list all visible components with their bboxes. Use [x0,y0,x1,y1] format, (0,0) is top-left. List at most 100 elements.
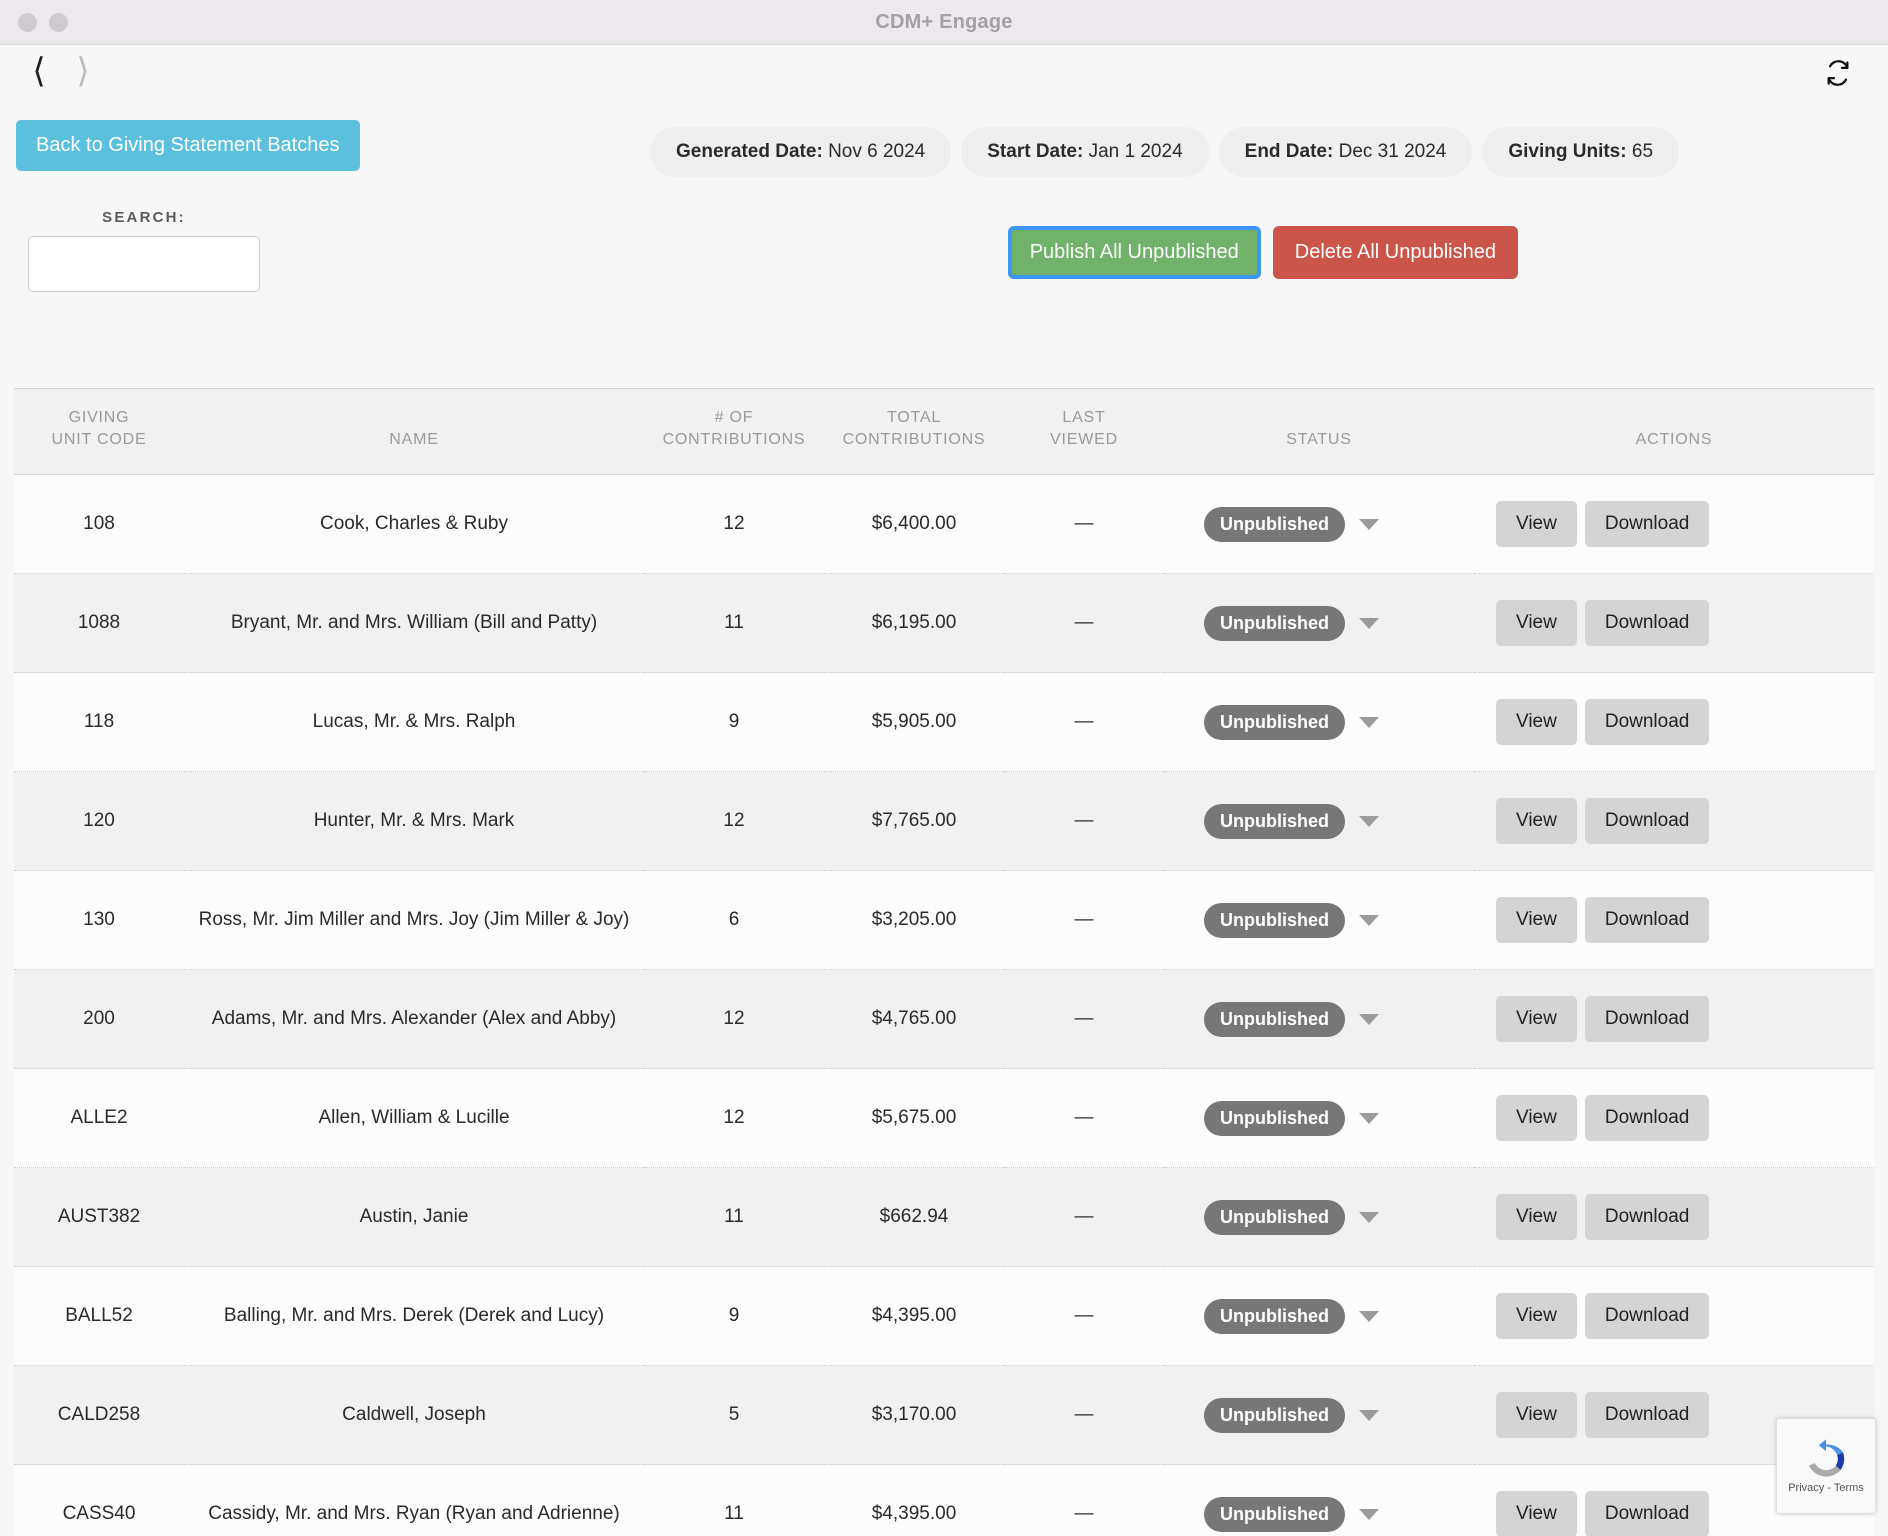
refresh-icon[interactable] [1818,53,1858,93]
table-row[interactable]: BALL52 Balling, Mr. and Mrs. Derek (Derek… [14,1266,1874,1367]
download-button[interactable]: Download [1584,699,1710,746]
column-header-total-contributions[interactable]: TOTAL CONTRIBUTIONS [824,389,1004,476]
column-header-giving-unit-code[interactable]: GIVING UNIT CODE [14,389,184,476]
cell-actions: View Download [1474,573,1874,674]
download-button[interactable]: Download [1584,600,1710,647]
view-button[interactable]: View [1496,996,1577,1043]
minimize-window-button[interactable] [49,12,68,32]
chevron-down-icon[interactable] [1359,617,1379,629]
cell-status: Unpublished [1164,771,1474,872]
cell-actions: View Download [1474,672,1874,773]
table-row[interactable]: 200 Adams, Mr. and Mrs. Alexander (Alex a… [14,969,1874,1070]
cell-total-contributions: $3,170.00 [824,1365,1004,1466]
batch-info-chips: Generated Date: Nov 6 2024 Start Date: J… [650,127,1680,177]
chip-generated-date-label: Generated Date: [676,141,823,162]
view-button[interactable]: View [1496,1491,1577,1536]
cell-num-contributions: 5 [644,1365,824,1466]
cell-actions: View Download [1474,474,1874,575]
table-row[interactable]: ALLE2 Allen, William & Lucille 12 $5,675.00… [14,1068,1874,1169]
chevron-down-icon[interactable] [1359,1112,1379,1124]
download-button[interactable]: Download [1584,1392,1710,1439]
nav-arrows: ⟨ ⟩ [22,51,100,91]
cell-status: Unpublished [1164,870,1474,971]
back-chevron-icon[interactable]: ⟨ [32,51,46,91]
cell-num-contributions: 11 [644,573,824,674]
view-button[interactable]: View [1496,1095,1577,1142]
browser-navbar: ⟨ ⟩ [0,45,1888,101]
chevron-down-icon[interactable] [1359,1013,1379,1025]
view-button[interactable]: View [1496,600,1577,647]
download-button[interactable]: Download [1584,1293,1710,1340]
cell-actions: View Download [1474,771,1874,872]
cell-name: Balling, Mr. and Mrs. Derek (Derek and L… [184,1266,644,1367]
chip-generated-date-value: Nov 6 2024 [828,141,926,162]
column-header-status[interactable]: STATUS [1164,389,1474,476]
status-badge: Unpublished [1204,1001,1345,1037]
download-button[interactable]: Download [1584,996,1710,1043]
close-window-button[interactable] [18,12,37,32]
back-to-batches-button[interactable]: Back to Giving Statement Batches [16,119,360,171]
cell-total-contributions: $7,765.00 [824,771,1004,872]
chip-giving-units-value: 65 [1631,141,1654,162]
chevron-down-icon[interactable] [1359,1409,1379,1421]
search-input[interactable] [28,236,260,292]
search-block: SEARCH: [28,209,260,292]
cell-status: Unpublished [1164,1365,1474,1466]
cell-last-viewed: — [1004,573,1164,674]
view-button[interactable]: View [1496,1392,1577,1439]
column-header-last-viewed[interactable]: LAST VIEWED [1004,389,1164,476]
cell-name: Allen, William & Lucille [184,1068,644,1169]
table-row[interactable]: CALD258 Caldwell, Joseph 5 $3,170.00— Unpubl… [14,1365,1874,1466]
status-badge: Unpublished [1204,704,1345,740]
cell-num-contributions: 12 [644,474,824,575]
table-row[interactable]: 1088 Bryant, Mr. and Mrs. William (Bill a… [14,573,1874,674]
chevron-down-icon[interactable] [1359,716,1379,728]
status-badge: Unpublished [1204,1298,1345,1334]
download-button[interactable]: Download [1584,1194,1710,1241]
delete-all-unpublished-button[interactable]: Delete All Unpublished [1272,226,1518,279]
chevron-down-icon[interactable] [1359,1508,1379,1520]
search-label: SEARCH: [102,209,186,226]
view-button[interactable]: View [1496,897,1577,944]
table-row[interactable]: 120 Hunter, Mr. & Mrs. Mark 12 $7,765.00— Un… [14,771,1874,872]
chevron-down-icon[interactable] [1359,914,1379,926]
cell-total-contributions: $3,205.00 [824,870,1004,971]
table-header: GIVING UNIT CODE NAME # OF CONTRIBUTIONS… [14,389,1874,476]
view-button[interactable]: View [1496,798,1577,845]
view-button[interactable]: View [1496,699,1577,746]
table-row[interactable]: CASS40 Cassidy, Mr. and Mrs. Ryan (Ryan a… [14,1464,1874,1536]
download-button[interactable]: Download [1584,1491,1710,1536]
chip-giving-units: Giving Units: 65 [1482,127,1680,177]
chevron-down-icon[interactable] [1359,1310,1379,1322]
forward-chevron-icon[interactable]: ⟩ [76,51,90,91]
view-button[interactable]: View [1496,1194,1577,1241]
cell-giving-unit-code: 1088 [14,573,184,674]
download-button[interactable]: Download [1584,501,1710,548]
table-row[interactable]: AUST382 Austin, Janie 11 $662.94— Unpublishe… [14,1167,1874,1268]
chevron-down-icon[interactable] [1359,815,1379,827]
column-header-num-contributions[interactable]: # OF CONTRIBUTIONS [644,389,824,476]
view-button[interactable]: View [1496,1293,1577,1340]
download-button[interactable]: Download [1584,897,1710,944]
download-button[interactable]: Download [1584,1095,1710,1142]
cell-name: Ross, Mr. Jim Miller and Mrs. Joy (Jim M… [184,870,644,971]
recaptcha-privacy-terms-text[interactable]: Privacy - Terms [1788,1482,1864,1494]
status-badge: Unpublished [1204,1100,1345,1136]
statements-table: GIVING UNIT CODE NAME # OF CONTRIBUTIONS… [14,389,1874,1536]
cell-status: Unpublished [1164,672,1474,773]
chip-start-date-value: Jan 1 2024 [1088,141,1183,162]
status-badge: Unpublished [1204,1397,1345,1433]
table-row[interactable]: 108 Cook, Charles & Ruby 12 $6,400.00— Unpub… [14,474,1874,575]
table-row[interactable]: 118 Lucas, Mr. & Mrs. Ralph 9 $5,905.00— Unp… [14,672,1874,773]
table-row[interactable]: 130 Ross, Mr. Jim Miller and Mrs. Joy (Ji… [14,870,1874,971]
cell-status: Unpublished [1164,1068,1474,1169]
recaptcha-badge[interactable]: Privacy - Terms [1776,1418,1876,1514]
publish-all-unpublished-button[interactable]: Publish All Unpublished [1007,226,1261,279]
column-header-name[interactable]: NAME [184,389,644,476]
view-button[interactable]: View [1496,501,1577,548]
chevron-down-icon[interactable] [1359,518,1379,530]
chevron-down-icon[interactable] [1359,1211,1379,1223]
cell-last-viewed: — [1004,1266,1164,1367]
download-button[interactable]: Download [1584,798,1710,845]
